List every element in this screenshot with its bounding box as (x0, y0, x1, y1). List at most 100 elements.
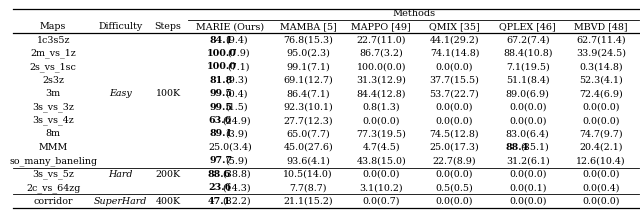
Text: (38.8): (38.8) (223, 170, 252, 179)
Text: 100.0: 100.0 (206, 49, 236, 58)
Text: 25.0(17.3): 25.0(17.3) (429, 143, 479, 152)
Text: 88.4(10.8): 88.4(10.8) (503, 49, 552, 58)
Text: 0.0(0.0): 0.0(0.0) (509, 170, 547, 179)
Text: 83.0(6.4): 83.0(6.4) (506, 130, 550, 138)
Text: 0.0(0.4): 0.0(0.4) (582, 183, 620, 192)
Text: SuperHard: SuperHard (94, 197, 147, 205)
Text: 0.0(0.0): 0.0(0.0) (436, 116, 473, 125)
Text: 0.0(0.7): 0.0(0.7) (363, 197, 400, 205)
Text: 2s3z: 2s3z (42, 76, 64, 85)
Text: (1.5): (1.5) (226, 103, 248, 112)
Text: 63.6: 63.6 (208, 116, 231, 125)
Text: 100.0(0.0): 100.0(0.0) (356, 62, 406, 71)
Text: 3s_vs_3z: 3s_vs_3z (32, 102, 74, 112)
Text: 3s_vs_5z: 3s_vs_5z (32, 169, 74, 179)
Text: 25.0(3.4): 25.0(3.4) (208, 143, 252, 152)
Text: 65.0(7.7): 65.0(7.7) (286, 130, 330, 138)
Text: 51.1(8.4): 51.1(8.4) (506, 76, 550, 85)
Text: 99.5: 99.5 (210, 89, 233, 98)
Text: 31.2(6.1): 31.2(6.1) (506, 156, 550, 165)
Text: 0.0(0.0): 0.0(0.0) (436, 170, 473, 179)
Text: 0.0(0.0): 0.0(0.0) (582, 170, 620, 179)
Text: 1c3s5z: 1c3s5z (36, 36, 70, 44)
Text: Difficulty: Difficulty (99, 22, 143, 31)
Text: 400K: 400K (156, 197, 180, 205)
Text: 2s_vs_1sc: 2s_vs_1sc (30, 62, 77, 72)
Text: 84.4(12.8): 84.4(12.8) (356, 89, 406, 98)
Text: 4.7(4.5): 4.7(4.5) (362, 143, 400, 152)
Text: (32.2): (32.2) (223, 197, 252, 205)
Text: 72.4(6.9): 72.4(6.9) (579, 89, 623, 98)
Text: 7.7(8.7): 7.7(8.7) (289, 183, 327, 192)
Text: 0.3(14.8): 0.3(14.8) (579, 62, 623, 71)
Text: (9.4): (9.4) (226, 36, 248, 44)
Text: 47.1: 47.1 (208, 197, 231, 205)
Text: 0.8(1.3): 0.8(1.3) (362, 103, 400, 112)
Text: MARIE (Ours): MARIE (Ours) (196, 22, 264, 31)
Text: 81.8: 81.8 (210, 76, 233, 85)
Text: 93.6(4.1): 93.6(4.1) (286, 156, 330, 165)
Text: 3.1(10.2): 3.1(10.2) (360, 183, 403, 192)
Text: (24.9): (24.9) (223, 116, 252, 125)
Text: 10.5(14.0): 10.5(14.0) (284, 170, 333, 179)
Text: 76.8(15.3): 76.8(15.3) (284, 36, 333, 44)
Text: 23.6: 23.6 (208, 183, 231, 192)
Text: corridor: corridor (33, 197, 73, 205)
Text: MAMBA [5]: MAMBA [5] (280, 22, 337, 31)
Text: so_many_baneling: so_many_baneling (9, 156, 97, 166)
Text: Methods: Methods (392, 9, 435, 18)
Text: (5.9): (5.9) (225, 156, 248, 165)
Text: 86.7(3.2): 86.7(3.2) (360, 49, 403, 58)
Text: 0.0(0.0): 0.0(0.0) (436, 197, 473, 205)
Text: 99.1(7.1): 99.1(7.1) (286, 62, 330, 71)
Text: 95.0(2.3): 95.0(2.3) (286, 49, 330, 58)
Text: 27.7(12.3): 27.7(12.3) (284, 116, 333, 125)
Text: 0.0(0.0): 0.0(0.0) (582, 103, 620, 112)
Text: 74.1(14.8): 74.1(14.8) (430, 49, 479, 58)
Text: 22.7(11.0): 22.7(11.0) (356, 36, 406, 44)
Text: 89.0(6.9): 89.0(6.9) (506, 89, 550, 98)
Text: 200K: 200K (156, 170, 180, 179)
Text: 62.7(11.4): 62.7(11.4) (576, 36, 626, 44)
Text: 0.0(0.0): 0.0(0.0) (582, 116, 620, 125)
Text: 69.1(12.7): 69.1(12.7) (284, 76, 333, 85)
Text: QMIX [35]: QMIX [35] (429, 22, 480, 31)
Text: 86.4(7.1): 86.4(7.1) (286, 89, 330, 98)
Text: 20.4(2.1): 20.4(2.1) (579, 143, 623, 152)
Text: 92.3(10.1): 92.3(10.1) (284, 103, 333, 112)
Text: 99.5: 99.5 (210, 103, 233, 112)
Text: (7.1): (7.1) (227, 62, 250, 71)
Text: (7.9): (7.9) (227, 49, 250, 58)
Text: 3s_vs_4z: 3s_vs_4z (33, 116, 74, 125)
Text: 88.4: 88.4 (506, 143, 529, 152)
Text: 0.0(0.0): 0.0(0.0) (436, 62, 473, 71)
Text: 0.0(0.0): 0.0(0.0) (363, 116, 400, 125)
Text: 77.3(19.5): 77.3(19.5) (356, 130, 406, 138)
Text: 52.3(4.1): 52.3(4.1) (579, 76, 623, 85)
Text: Maps: Maps (40, 22, 67, 31)
Text: 3m: 3m (45, 89, 61, 98)
Text: 74.5(12.8): 74.5(12.8) (429, 130, 479, 138)
Text: QPLEX [46]: QPLEX [46] (499, 22, 556, 31)
Text: 88.6: 88.6 (208, 170, 231, 179)
Text: 74.7(9.7): 74.7(9.7) (579, 130, 623, 138)
Text: 0.5(0.5): 0.5(0.5) (436, 183, 474, 192)
Text: 22.7(8.9): 22.7(8.9) (433, 156, 476, 165)
Text: 0.0(0.0): 0.0(0.0) (509, 116, 547, 125)
Text: 0.0(0.1): 0.0(0.1) (509, 183, 547, 192)
Text: 37.7(15.5): 37.7(15.5) (429, 76, 479, 85)
Text: Hard: Hard (108, 170, 132, 179)
Text: 31.3(12.9): 31.3(12.9) (356, 76, 406, 85)
Text: (3.9): (3.9) (225, 130, 248, 138)
Text: (9.3): (9.3) (225, 76, 248, 85)
Text: Steps: Steps (155, 22, 182, 31)
Text: 2m_vs_1z: 2m_vs_1z (30, 49, 76, 58)
Text: (35.1): (35.1) (520, 143, 549, 152)
Text: 8m: 8m (45, 130, 61, 138)
Text: (14.3): (14.3) (223, 183, 252, 192)
Text: 33.9(24.5): 33.9(24.5) (576, 49, 626, 58)
Text: 100.0: 100.0 (206, 62, 236, 71)
Text: 21.1(15.2): 21.1(15.2) (284, 197, 333, 205)
Text: MAPPO [49]: MAPPO [49] (351, 22, 412, 31)
Text: 100K: 100K (156, 89, 180, 98)
